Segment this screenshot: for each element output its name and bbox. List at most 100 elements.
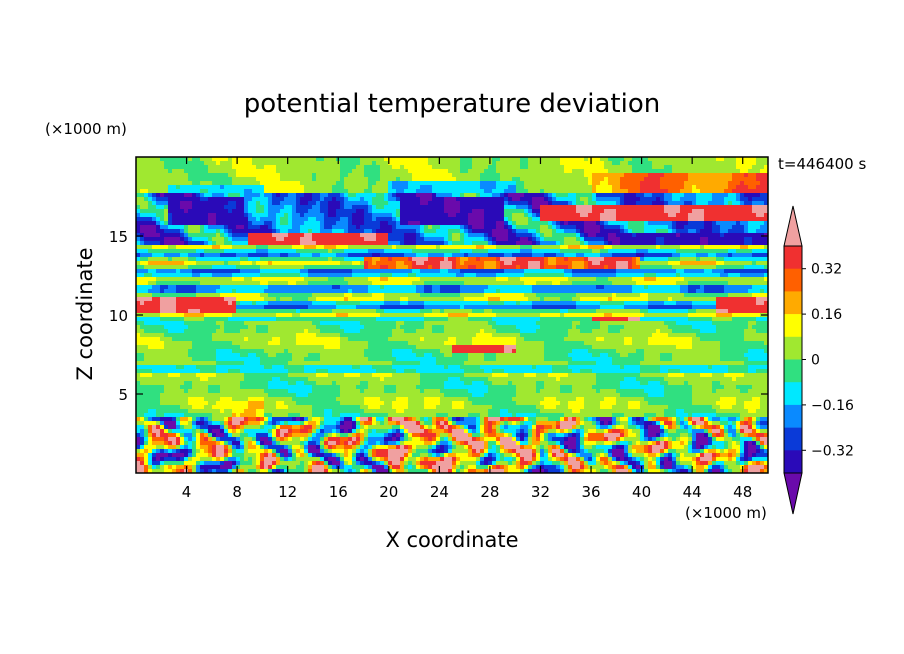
heatmap-cell (248, 225, 253, 230)
heatmap-cell (232, 209, 237, 214)
heatmap-cell (588, 249, 593, 254)
heatmap-cell (432, 265, 437, 270)
heatmap-cell (708, 157, 713, 162)
heatmap-cell (176, 233, 181, 238)
heatmap-cell (504, 197, 509, 202)
heatmap-cell (644, 221, 649, 226)
heatmap-cell (448, 225, 453, 230)
heatmap-cell (380, 169, 385, 174)
heatmap-cell (440, 177, 445, 182)
heatmap-cell (764, 229, 768, 234)
heatmap-cell (444, 273, 449, 278)
heatmap-cell (196, 245, 201, 250)
heatmap-cell (600, 269, 605, 274)
heatmap-cell (556, 221, 561, 226)
heatmap-cell (340, 181, 345, 186)
heatmap-cell (752, 157, 757, 162)
heatmap-cell (608, 217, 613, 222)
heatmap-cell (412, 201, 417, 206)
heatmap-cell (620, 225, 625, 230)
heatmap-cell (612, 177, 617, 182)
heatmap-cell (148, 269, 153, 274)
heatmap-cell (620, 257, 625, 262)
heatmap-cell (316, 173, 321, 178)
heatmap-cell (428, 261, 433, 266)
heatmap-cell (356, 241, 361, 246)
heatmap-cell (300, 157, 305, 162)
heatmap-cell (532, 173, 537, 178)
heatmap-cell (668, 273, 673, 278)
heatmap-cell (512, 265, 517, 270)
heatmap-cell (708, 201, 713, 206)
heatmap-cell (316, 261, 321, 266)
heatmap-cell (156, 269, 161, 274)
heatmap-cell (352, 229, 357, 234)
heatmap-cell (632, 237, 637, 242)
heatmap-cell (548, 225, 553, 230)
heatmap-cell (372, 161, 377, 166)
heatmap-cell (456, 269, 461, 274)
heatmap-cell (316, 281, 321, 286)
heatmap-cell (332, 213, 337, 218)
heatmap-cell (604, 269, 609, 274)
heatmap-cell (664, 213, 669, 218)
heatmap-cell (372, 221, 377, 226)
heatmap-cell (452, 237, 457, 242)
heatmap-cell (596, 161, 601, 166)
heatmap-cell (300, 189, 305, 194)
heatmap-cell (516, 165, 521, 170)
heatmap-cell (428, 209, 433, 214)
heatmap-cell (152, 201, 157, 206)
heatmap-cell (436, 157, 441, 162)
heatmap-cell (280, 213, 285, 218)
heatmap-cell (540, 193, 545, 198)
heatmap-cell (500, 257, 505, 262)
heatmap-cell (532, 193, 537, 198)
heatmap-cell (592, 209, 597, 214)
heatmap-cell (448, 201, 453, 206)
heatmap-cell (716, 165, 721, 170)
heatmap-cell (296, 185, 301, 190)
heatmap-cell (576, 253, 581, 258)
heatmap-cell (496, 209, 501, 214)
heatmap-cell (308, 281, 313, 286)
heatmap-cell (380, 273, 385, 278)
heatmap-cell (472, 237, 477, 242)
heatmap-cell (736, 273, 741, 278)
heatmap-cell (764, 277, 768, 282)
heatmap-cell (432, 217, 437, 222)
heatmap-cell (564, 181, 569, 186)
heatmap-cell (600, 261, 605, 266)
heatmap-cell (688, 221, 693, 226)
heatmap-cell (376, 253, 381, 258)
heatmap-cell (600, 193, 605, 198)
heatmap-cell (560, 173, 565, 178)
heatmap-cell (584, 237, 589, 242)
heatmap-cell (276, 189, 281, 194)
heatmap-cell (600, 205, 605, 210)
heatmap-cell (632, 253, 637, 258)
heatmap-cell (516, 253, 521, 258)
heatmap-cell (448, 269, 453, 274)
heatmap-cell (468, 213, 473, 218)
heatmap-cell (240, 281, 245, 286)
heatmap-cell (176, 261, 181, 266)
heatmap-cell (228, 205, 233, 210)
heatmap-cell (648, 229, 653, 234)
heatmap-cell (732, 225, 737, 230)
heatmap-cell (428, 197, 433, 202)
heatmap-cell (184, 261, 189, 266)
heatmap-cell (528, 193, 533, 198)
heatmap-cell (300, 281, 305, 286)
heatmap-cell (476, 165, 481, 170)
heatmap-cell (316, 273, 321, 278)
heatmap-cell (204, 277, 209, 282)
heatmap-cell (736, 229, 741, 234)
heatmap-cell (712, 161, 717, 166)
heatmap-cell (624, 189, 629, 194)
heatmap-cell (616, 245, 621, 250)
heatmap-cell (556, 205, 561, 210)
heatmap-cell (384, 257, 389, 262)
heatmap-cell (336, 237, 341, 242)
heatmap-cell (752, 221, 757, 226)
